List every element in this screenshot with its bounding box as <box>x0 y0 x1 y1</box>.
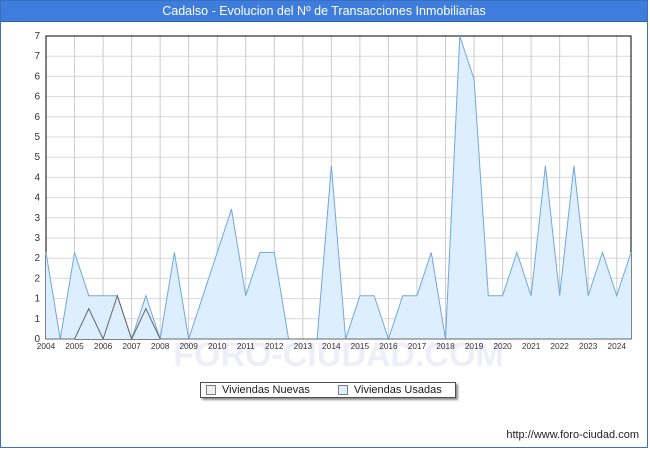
svg-text:2014: 2014 <box>322 341 341 351</box>
svg-text:3: 3 <box>34 233 40 244</box>
svg-text:1: 1 <box>34 294 40 305</box>
svg-text:2004: 2004 <box>37 341 56 351</box>
svg-text:2005: 2005 <box>65 341 84 351</box>
svg-text:6: 6 <box>34 71 40 82</box>
svg-text:3: 3 <box>34 213 40 224</box>
svg-text:2019: 2019 <box>465 341 484 351</box>
svg-text:2021: 2021 <box>522 341 541 351</box>
svg-text:2009: 2009 <box>179 341 198 351</box>
svg-text:5: 5 <box>34 132 40 143</box>
svg-text:2017: 2017 <box>408 341 427 351</box>
svg-text:2010: 2010 <box>208 341 227 351</box>
svg-text:5: 5 <box>34 152 40 163</box>
svg-text:2: 2 <box>34 253 40 264</box>
svg-text:4: 4 <box>34 172 40 183</box>
svg-text:2022: 2022 <box>550 341 569 351</box>
svg-text:2012: 2012 <box>265 341 284 351</box>
svg-text:6: 6 <box>34 112 40 123</box>
svg-text:2: 2 <box>34 273 40 284</box>
svg-text:2008: 2008 <box>151 341 170 351</box>
svg-text:2016: 2016 <box>379 341 398 351</box>
svg-text:7: 7 <box>34 51 40 62</box>
svg-text:7: 7 <box>34 31 40 42</box>
svg-text:2007: 2007 <box>122 341 141 351</box>
svg-text:2020: 2020 <box>493 341 512 351</box>
svg-text:2023: 2023 <box>579 341 598 351</box>
svg-text:2024: 2024 <box>607 341 626 351</box>
svg-text:2018: 2018 <box>436 341 455 351</box>
svg-text:6: 6 <box>34 92 40 103</box>
svg-text:2015: 2015 <box>351 341 370 351</box>
svg-text:1: 1 <box>34 314 40 325</box>
svg-text:2006: 2006 <box>94 341 113 351</box>
svg-text:4: 4 <box>34 193 40 204</box>
svg-text:2011: 2011 <box>237 341 255 351</box>
svg-text:2013: 2013 <box>294 341 313 351</box>
